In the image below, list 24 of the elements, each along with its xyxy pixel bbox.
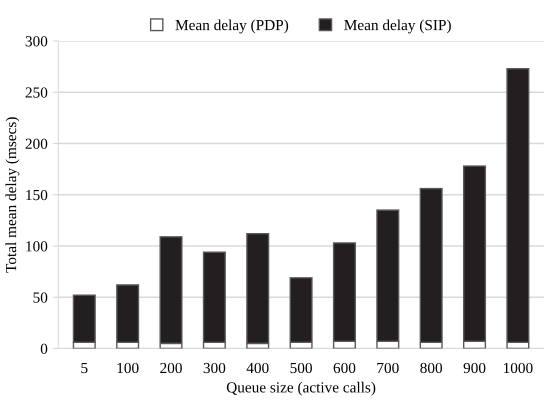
x-tick-label: 500 [290, 362, 312, 374]
x-tick-label: 300 [204, 362, 226, 374]
y-tick-label: 250 [26, 87, 48, 98]
x-tick-label: 700 [377, 362, 399, 374]
y-tick-label: 0 [40, 344, 48, 354]
x-tick-label: 200 [160, 362, 182, 374]
y-tick-label: 200 [26, 138, 48, 149]
x-tick-label: 600 [334, 362, 356, 374]
y-axis-title: Total mean delay (msecs) [5, 117, 20, 273]
y-tick-label: 50 [33, 292, 48, 303]
x-tick-label: 5 [81, 362, 88, 374]
y-tick-label: 300 [26, 36, 48, 46]
x-axis-title: Queue size (active calls) [226, 382, 376, 396]
x-tick-label: 100 [118, 362, 139, 374]
x-tick-label: 900 [464, 362, 486, 374]
x-tick-label: 800 [420, 362, 442, 374]
x-tick-label: 400 [246, 362, 269, 374]
y-tick-label: 100 [26, 241, 48, 252]
x-tick-label: 1000 [504, 362, 533, 374]
bar [159, 236, 183, 344]
legend-label: Mean delay (PDP) [176, 19, 288, 34]
bar [246, 233, 270, 344]
y-tick-label: 150 [26, 190, 48, 200]
legend-label: Mean delay (SIP) [344, 19, 451, 34]
